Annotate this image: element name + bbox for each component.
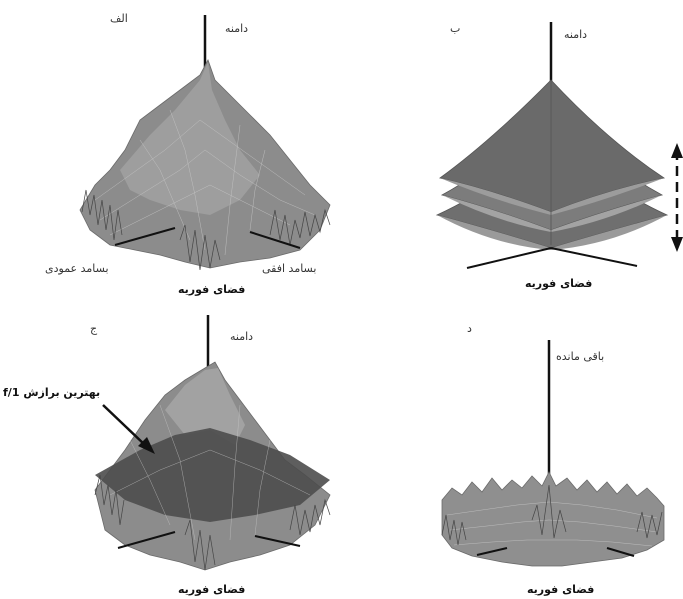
amplitude-surface-plot <box>79 15 331 271</box>
axis-label-amplitude: دامنه <box>564 28 588 41</box>
panel-d: د باقی مانده فضای فوریه <box>342 300 683 599</box>
axis-label-amplitude: دامنه <box>230 330 254 343</box>
annotation-best-fit: بهترین برازش 1/f <box>3 386 101 399</box>
panel-b: ب دامنه فضای فوریه <box>342 0 683 299</box>
axis-label-amplitude: دامنه <box>225 22 249 35</box>
fit-surfaces-plot <box>435 22 683 269</box>
axis-label-residual: باقی مانده <box>556 350 605 363</box>
panel-caption: فضای فوریه <box>527 583 595 596</box>
surface-with-fit-plot <box>94 315 331 571</box>
double-arrow-icon <box>671 143 683 252</box>
panel-letter: ب <box>450 22 461 35</box>
annotation-arrow-icon <box>102 404 155 454</box>
panel-letter: د <box>467 322 472 335</box>
panel-caption: فضای فوریه <box>525 277 593 290</box>
residual-surface <box>441 471 665 567</box>
panel-caption: فضای فوریه <box>178 283 246 296</box>
panel-a: الف دامنه بسامد عمودی بسامد افقی فضای فو… <box>0 0 341 299</box>
panel-caption: فضای فوریه <box>178 583 246 596</box>
axis-label-vertical-frequency: بسامد عمودی <box>45 262 109 275</box>
residual-surface-plot <box>441 340 665 567</box>
panel-letter: ج <box>90 322 98 335</box>
panel-letter: الف <box>110 12 128 25</box>
axis-label-horizontal-frequency: بسامد افقی <box>262 262 317 275</box>
panel-c: ج دامنه بهترین برازش 1/f فضای فوریه <box>0 300 341 599</box>
